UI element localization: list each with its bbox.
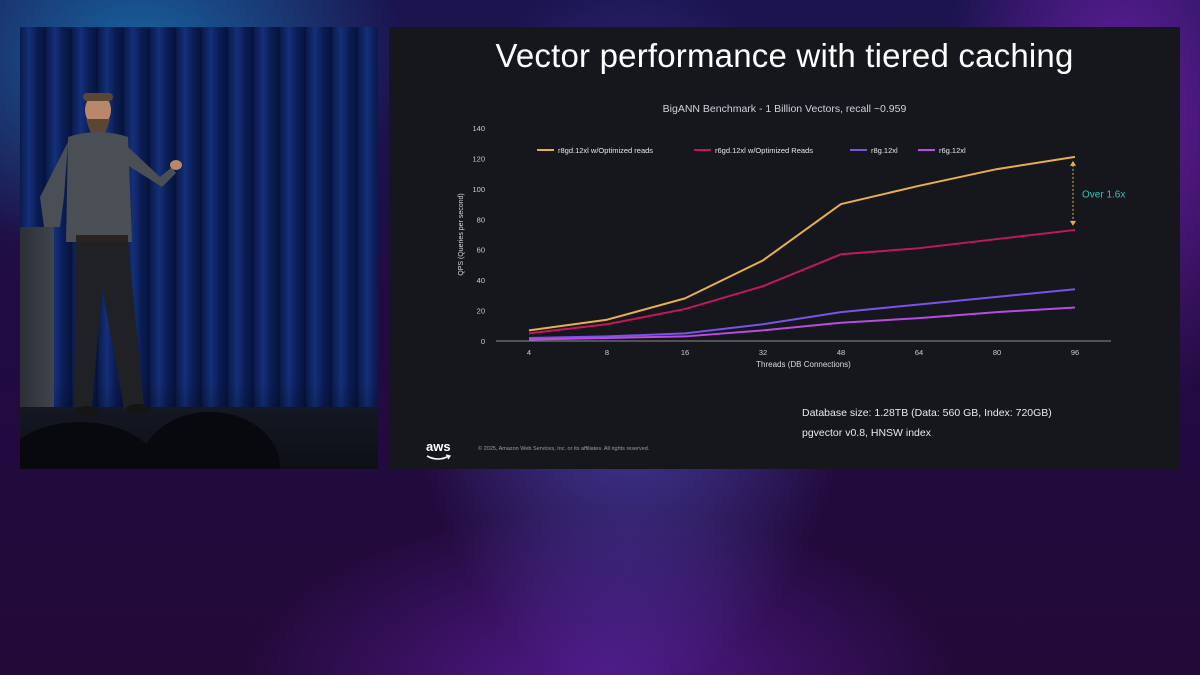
x-tick-label: 96 xyxy=(1071,348,1079,357)
y-tick-label: 40 xyxy=(477,276,485,285)
y-tick-label: 0 xyxy=(481,337,485,346)
annotation-arrowhead-top xyxy=(1070,160,1076,166)
chart-title: BigANN Benchmark - 1 Billion Vectors, re… xyxy=(662,103,907,115)
x-tick-label: 4 xyxy=(527,348,531,357)
chart-series xyxy=(528,155,1076,341)
y-tick-label: 60 xyxy=(477,246,485,255)
chart-annotation: Over 1.6x xyxy=(1070,160,1125,226)
speaker-video-feed xyxy=(20,27,378,469)
x-tick-label: 8 xyxy=(605,348,609,357)
y-tick-label: 80 xyxy=(477,215,485,224)
series-line-2 xyxy=(528,288,1076,339)
y-tick-label: 140 xyxy=(472,124,485,133)
legend-label-1: r6gd.12xl w/Optimized Reads xyxy=(715,146,813,155)
aws-smile-icon xyxy=(426,454,452,460)
y-tick-label: 100 xyxy=(472,185,485,194)
legend-label-3: r6g.12xl xyxy=(939,146,966,155)
legend-label-2: r8g.12xl xyxy=(871,146,898,155)
series-line-1 xyxy=(528,228,1076,335)
annotation-label: Over 1.6x xyxy=(1082,189,1125,200)
series-line-3 xyxy=(528,306,1076,341)
x-axis-label: Threads (DB Connections) xyxy=(756,360,851,369)
y-axis-label: QPS (Queries per second) xyxy=(458,193,465,275)
podium xyxy=(20,227,54,417)
y-tick-label: 20 xyxy=(477,307,485,316)
speaker-figure xyxy=(20,93,280,469)
annotation-arrowhead-bottom xyxy=(1070,220,1076,226)
x-tick-label: 32 xyxy=(759,348,767,357)
y-tick-label: 120 xyxy=(472,154,485,163)
x-tick-label: 80 xyxy=(993,348,1001,357)
x-tick-label: 64 xyxy=(915,348,923,357)
chart-legend: r8gd.12xl w/Optimized reads r6gd.12xl w/O… xyxy=(537,146,966,155)
legend-label-0: r8gd.12xl w/Optimized reads xyxy=(558,146,653,155)
series-line-0 xyxy=(528,155,1076,332)
slide-title: Vector performance with tiered caching xyxy=(495,37,1074,74)
aws-logo: aws xyxy=(426,439,451,454)
presentation-slide: Vector performance with tiered caching B… xyxy=(389,27,1180,469)
database-size-note: Database size: 1.28TB (Data: 560 GB, Ind… xyxy=(802,407,1052,419)
copyright-text: © 2025, Amazon Web Services, Inc. or its… xyxy=(478,446,650,452)
x-tick-label: 48 xyxy=(837,348,845,357)
pgvector-note: pgvector v0.8, HNSW index xyxy=(802,427,931,439)
x-tick-label: 16 xyxy=(681,348,689,357)
